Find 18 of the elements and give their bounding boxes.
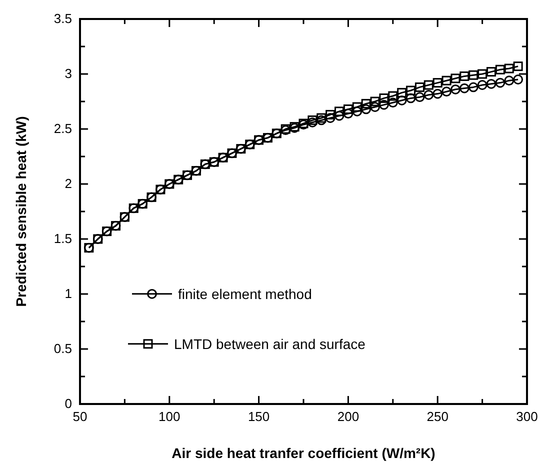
x-tick-label: 250 bbox=[426, 409, 448, 424]
y-tick-label: 2 bbox=[64, 176, 72, 192]
y-tick-label: 3.5 bbox=[54, 11, 72, 26]
x-tick-label: 100 bbox=[158, 409, 180, 424]
y-tick-label: 2.5 bbox=[54, 121, 72, 136]
x-axis-title: Air side heat tranfer coefficient (W/m²K) bbox=[172, 445, 436, 461]
y-tick-label: 3 bbox=[64, 66, 72, 82]
y-tick-label: 1 bbox=[64, 286, 72, 302]
legend-label: finite element method bbox=[178, 286, 312, 302]
y-tick-label: 0 bbox=[64, 396, 72, 412]
y-axis-title: Predicted sensible heat (kW) bbox=[13, 116, 29, 307]
y-tick-label: 0.5 bbox=[54, 341, 72, 356]
y-tick-label: 1.5 bbox=[54, 231, 72, 246]
x-tick-label: 200 bbox=[337, 409, 360, 424]
x-tick-label: 300 bbox=[516, 409, 538, 424]
x-tick-label: 50 bbox=[72, 409, 88, 424]
legend-label: LMTD between air and surface bbox=[174, 336, 366, 352]
x-tick-label: 150 bbox=[248, 409, 270, 424]
